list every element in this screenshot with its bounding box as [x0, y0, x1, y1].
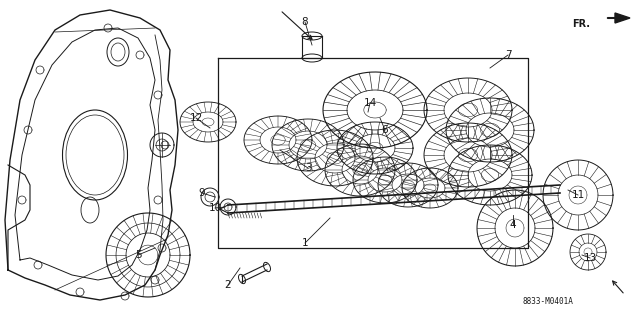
Text: 4: 4: [509, 220, 516, 230]
Text: 8: 8: [301, 17, 308, 27]
Text: 14: 14: [364, 98, 376, 108]
Text: 1: 1: [301, 238, 308, 248]
Polygon shape: [615, 13, 630, 23]
Text: 3: 3: [305, 163, 311, 173]
Text: 5: 5: [134, 250, 141, 260]
Text: 9: 9: [198, 188, 205, 198]
Ellipse shape: [302, 32, 322, 40]
Text: 8833-M0401A: 8833-M0401A: [523, 298, 573, 307]
Text: 12: 12: [189, 113, 203, 123]
Text: 10: 10: [209, 203, 221, 213]
Text: 13: 13: [584, 253, 596, 263]
Text: 7: 7: [505, 50, 511, 60]
Text: 11: 11: [572, 190, 584, 200]
Text: 2: 2: [225, 280, 231, 290]
FancyArrowPatch shape: [608, 15, 623, 21]
Text: 6: 6: [381, 125, 388, 135]
Ellipse shape: [239, 274, 246, 284]
Text: FR.: FR.: [572, 19, 590, 29]
